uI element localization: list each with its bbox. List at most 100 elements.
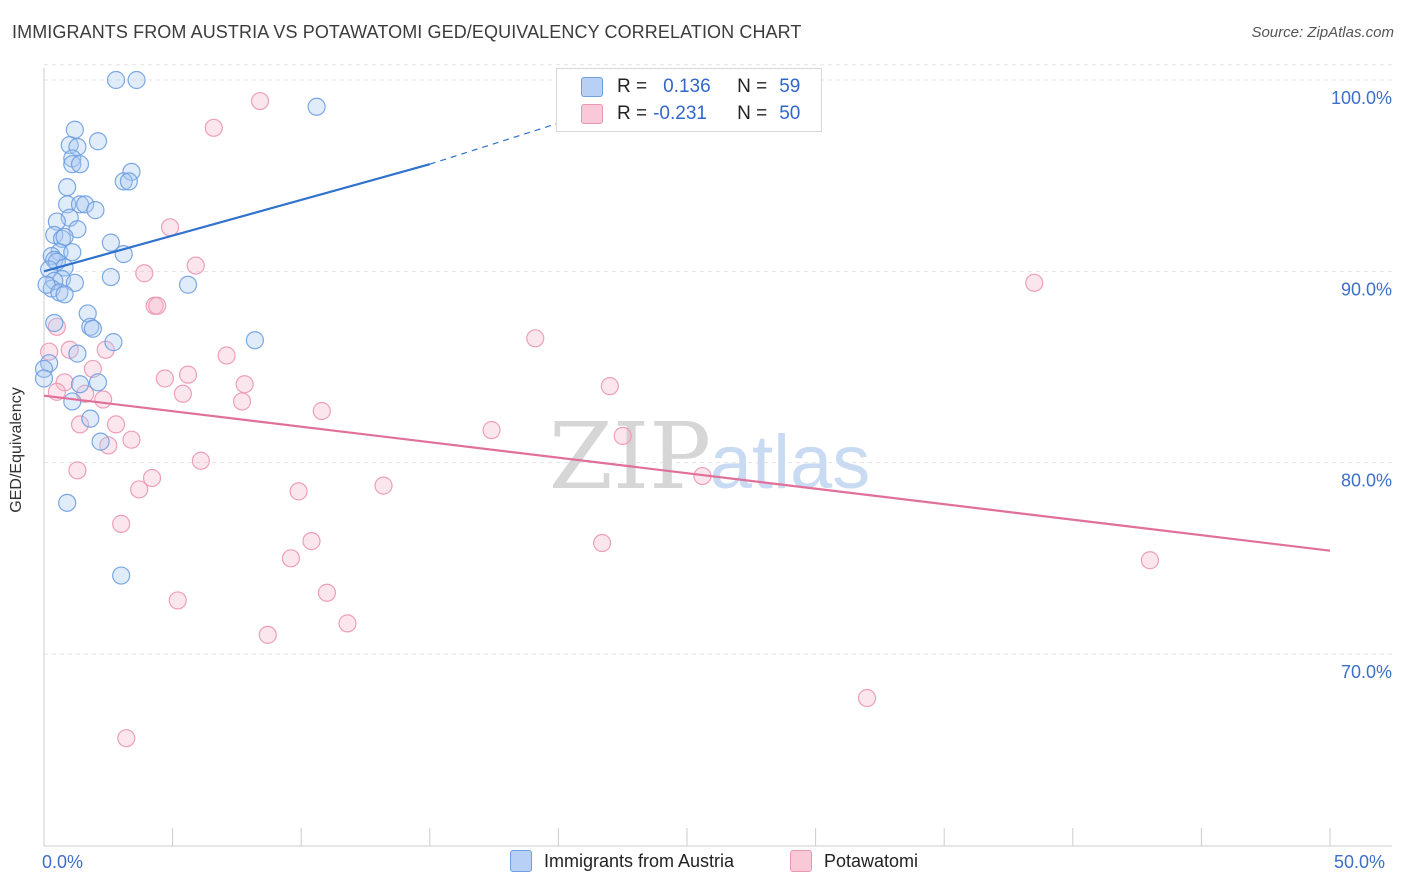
potawatomi-r-value: -0.231 (653, 103, 707, 124)
austria-trend-line (43, 163, 431, 273)
austria-legend-swatch (510, 850, 532, 872)
data-point[interactable] (127, 70, 146, 90)
data-point[interactable] (130, 480, 149, 499)
data-point[interactable] (117, 729, 136, 748)
data-point[interactable] (232, 392, 252, 411)
data-point[interactable] (68, 461, 87, 480)
data-point[interactable] (178, 275, 198, 294)
y-axis-label: GED/Equivalency (8, 387, 25, 513)
data-point[interactable] (600, 377, 619, 396)
data-point[interactable] (63, 155, 82, 174)
data-point[interactable] (191, 451, 210, 470)
data-point[interactable] (245, 331, 265, 350)
data-point[interactable] (235, 375, 254, 394)
series-legend: Immigrants from Austria Potawatomi (0, 850, 1406, 880)
watermark-atlas: atlas (710, 420, 871, 505)
data-point[interactable] (63, 243, 82, 262)
n-label: N = (737, 76, 768, 97)
data-point[interactable] (173, 384, 192, 403)
data-point[interactable] (104, 333, 123, 352)
data-point[interactable] (81, 409, 100, 428)
data-point[interactable] (94, 390, 113, 409)
potawatomi-trend-line (43, 394, 1331, 552)
data-point[interactable] (88, 132, 108, 151)
data-point[interactable] (58, 493, 77, 512)
data-point[interactable] (613, 426, 632, 445)
data-point[interactable] (338, 614, 357, 633)
data-point[interactable] (250, 91, 270, 111)
data-point[interactable] (178, 365, 198, 384)
data-point[interactable] (65, 273, 84, 292)
data-point[interactable] (307, 97, 326, 116)
data-point[interactable] (258, 625, 277, 644)
watermark: ZIP atlas (549, 403, 870, 510)
data-point[interactable] (217, 346, 236, 365)
data-point[interactable] (114, 172, 133, 191)
legend-row-potawatomi: R = -0.231 N = 50 (581, 100, 800, 128)
data-point[interactable] (76, 195, 95, 214)
data-point[interactable] (63, 392, 82, 411)
data-point[interactable] (106, 70, 126, 90)
legend-item-potawatomi[interactable]: Potawatomi (790, 850, 918, 872)
data-point[interactable] (160, 218, 180, 237)
data-point[interactable] (70, 155, 90, 174)
data-point[interactable] (47, 212, 66, 231)
data-point[interactable] (302, 532, 321, 551)
x-tick-min: 0.0% (42, 852, 84, 872)
data-point[interactable] (482, 421, 501, 440)
data-point[interactable] (289, 482, 308, 501)
data-point[interactable] (106, 415, 126, 434)
data-point[interactable] (34, 359, 54, 379)
data-point[interactable] (122, 430, 141, 449)
y-tick-label: 90.0% (1341, 279, 1392, 299)
data-point[interactable] (186, 256, 205, 275)
data-point[interactable] (91, 432, 110, 451)
data-point[interactable] (65, 120, 84, 139)
data-point[interactable] (101, 233, 120, 252)
data-point[interactable] (135, 264, 154, 283)
data-point[interactable] (148, 296, 167, 315)
data-point[interactable] (317, 583, 337, 602)
data-point[interactable] (88, 373, 108, 392)
legend-item-austria[interactable]: Immigrants from Austria (510, 850, 734, 872)
data-point[interactable] (55, 373, 74, 392)
data-point[interactable] (70, 415, 90, 434)
data-point[interactable] (142, 468, 162, 488)
austria-r-value: 0.136 (663, 76, 711, 97)
data-point[interactable] (119, 172, 138, 191)
data-point[interactable] (52, 229, 72, 248)
data-point[interactable] (593, 533, 612, 553)
potawatomi-swatch (581, 104, 603, 124)
data-point[interactable] (312, 401, 331, 421)
data-point[interactable] (112, 566, 131, 585)
data-point[interactable] (81, 317, 100, 336)
r-label: R = (617, 76, 648, 97)
data-point[interactable] (101, 267, 120, 287)
data-point[interactable] (857, 688, 877, 708)
data-point[interactable] (374, 476, 393, 495)
data-point[interactable] (83, 319, 102, 338)
data-point[interactable] (1140, 551, 1160, 570)
data-point[interactable] (96, 340, 115, 359)
data-point[interactable] (55, 285, 74, 304)
data-point[interactable] (58, 178, 77, 197)
data-point[interactable] (34, 369, 54, 388)
data-point[interactable] (1025, 273, 1044, 292)
data-point[interactable] (70, 375, 90, 394)
data-point[interactable] (55, 227, 74, 246)
data-point[interactable] (281, 549, 301, 568)
data-point[interactable] (83, 359, 102, 379)
data-point[interactable] (45, 313, 64, 333)
austria-n-value: 59 (779, 76, 801, 97)
data-point[interactable] (204, 118, 223, 137)
x-tick-max: 50.0% (1334, 852, 1386, 872)
data-point[interactable] (155, 369, 174, 388)
gridlines (44, 64, 1392, 655)
austria-swatch (581, 77, 603, 97)
data-point[interactable] (112, 514, 131, 533)
data-point[interactable] (168, 591, 187, 610)
data-point[interactable] (86, 201, 105, 220)
data-point[interactable] (526, 329, 545, 348)
data-point[interactable] (68, 344, 87, 363)
data-point[interactable] (58, 195, 77, 214)
